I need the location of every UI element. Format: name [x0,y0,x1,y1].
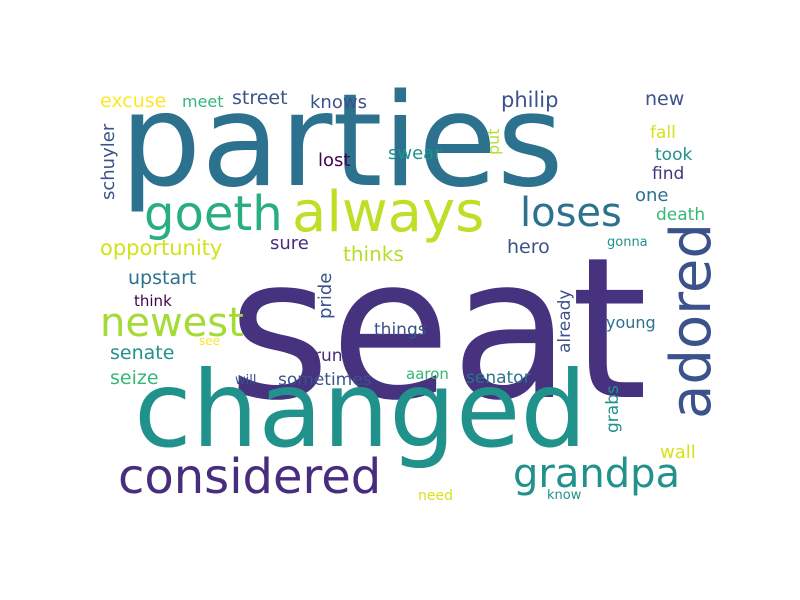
cloud-word-seize: seize [110,367,159,389]
cloud-word-find: find [652,164,685,184]
cloud-word-pride: pride [315,272,336,319]
cloud-word-fall: fall [650,123,676,143]
cloud-word-young: young [606,313,656,332]
cloud-word-aaron: aaron [406,365,449,383]
cloud-word-street: street [232,87,288,109]
cloud-word-philip: philip [501,88,559,112]
cloud-word-changed: changed [134,349,588,471]
cloud-word-upstart: upstart [128,267,197,289]
cloud-word-will: will [235,373,257,388]
cloud-word-need: need [418,488,453,504]
cloud-word-always: always [292,180,485,245]
cloud-word-sometimes: sometimes [278,370,372,390]
cloud-word-lost: lost [318,150,351,171]
cloud-word-gonna: gonna [607,235,648,250]
cloud-word-excuse: excuse [100,90,167,112]
cloud-word-things: things [374,320,427,340]
cloud-word-wall: wall [660,442,696,463]
cloud-word-meet: meet [182,92,224,111]
cloud-word-goeth: goeth [144,186,283,242]
cloud-word-already: already [555,289,575,353]
cloud-word-schuyler: schuyler [98,123,119,200]
cloud-word-parties: parties [120,67,564,216]
cloud-word-grandpa: grandpa [513,451,680,497]
cloud-word-adored: adored [659,223,724,419]
cloud-word-loses: loses [520,190,622,236]
cloud-word-death: death [656,205,706,225]
cloud-word-think: think [134,292,172,310]
cloud-word-newest: newest [100,300,244,346]
cloud-word-new: new [645,88,685,110]
cloud-word-run: run [314,346,343,366]
cloud-word-seat: seat [228,216,648,444]
cloud-word-opportunity: opportunity [100,236,223,260]
cloud-word-considered: considered [118,449,382,505]
cloud-word-one: one [635,185,669,206]
cloud-word-took: took [655,145,693,165]
cloud-word-thinks: thinks [343,242,404,266]
cloud-word-know: know [547,488,582,503]
cloud-word-grabs: grabs [603,385,623,433]
cloud-word-swear: swear [388,143,442,164]
cloud-word-put: put [484,128,503,155]
cloud-word-see: see [199,334,221,348]
cloud-word-knows: knows [310,92,367,113]
cloud-word-sure: sure [270,233,309,254]
cloud-word-senator: senator [466,368,531,388]
cloud-word-hero: hero [507,236,550,258]
cloud-word-senate: senate [110,342,175,364]
